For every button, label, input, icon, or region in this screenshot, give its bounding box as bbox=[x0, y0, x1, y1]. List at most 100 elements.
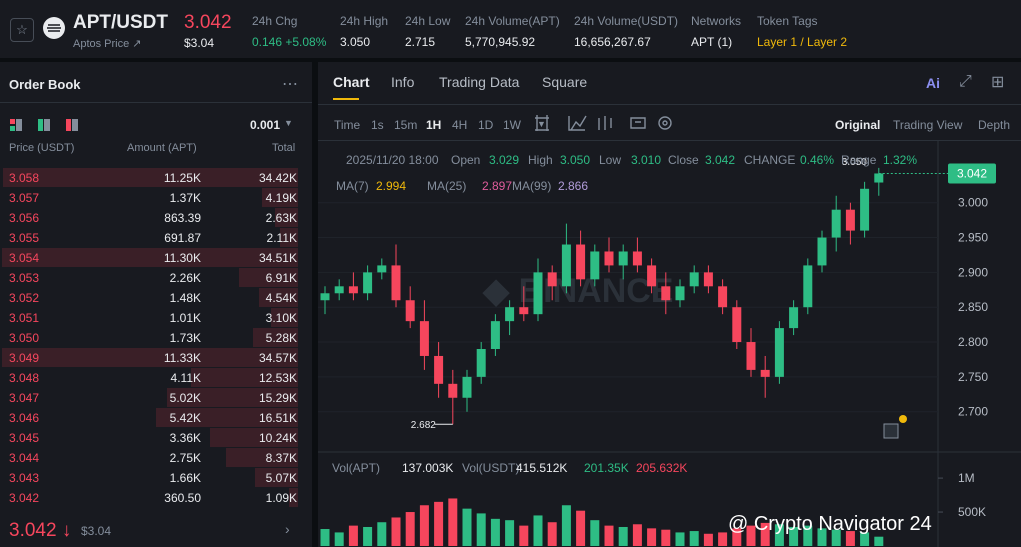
watermark: @ Crypto Navigator 24 bbox=[728, 513, 932, 535]
candle-body bbox=[689, 272, 699, 287]
row-price[interactable]: 3.048 bbox=[9, 371, 40, 385]
tab[interactable]: Square bbox=[542, 74, 588, 90]
row-price[interactable]: 3.050 bbox=[9, 331, 40, 345]
column-header: Amount (APT) bbox=[127, 142, 197, 154]
ohlc-info: CHANGE bbox=[744, 153, 796, 167]
row-price[interactable]: 3.052 bbox=[9, 291, 40, 305]
row-total: 4.19K bbox=[265, 191, 297, 205]
ohlc-info: Low bbox=[599, 153, 622, 167]
ohlc-info: 3.029 bbox=[489, 153, 520, 167]
fullscreen-button[interactable]: ⤢ bbox=[959, 73, 972, 90]
y-tick-label: 2.900 bbox=[958, 265, 988, 279]
tick-size[interactable]: 0.001 bbox=[250, 118, 281, 132]
depth-bar bbox=[288, 488, 298, 507]
ohlc-info: 2025/11/20 18:00 bbox=[346, 153, 439, 167]
order-book-title: Order Book bbox=[9, 77, 81, 92]
interval[interactable]: 1W bbox=[503, 118, 521, 132]
row-price[interactable]: 3.058 bbox=[9, 171, 40, 185]
stat-value: 2.715 bbox=[405, 35, 436, 49]
interval[interactable]: 4H bbox=[452, 118, 468, 132]
expand-arrow[interactable]: › bbox=[285, 521, 290, 537]
depth-bar bbox=[210, 428, 298, 447]
more-button[interactable]: ⋯ bbox=[282, 76, 298, 93]
candlestick-chart: 3.000 2.950 2.900 2.850 2.800 2.750 2.700 1M 500… bbox=[318, 141, 1021, 547]
ohlc-info: Range bbox=[841, 153, 877, 167]
depth-bar bbox=[166, 388, 298, 407]
view-option[interactable]: Depth bbox=[978, 118, 1011, 132]
row-price[interactable]: 3.051 bbox=[9, 311, 40, 325]
column-header: Price (USDT) bbox=[9, 142, 75, 154]
row-price[interactable]: 3.053 bbox=[9, 271, 40, 285]
stat-value[interactable]: APT (1) bbox=[691, 35, 733, 49]
volume-bar bbox=[604, 525, 614, 546]
divider bbox=[318, 140, 1021, 141]
volume-info: 137.003K bbox=[402, 461, 454, 475]
stat-label: 24h Volume(APT) bbox=[465, 14, 560, 28]
candle-body bbox=[576, 244, 586, 280]
volume-tick-label: 500K bbox=[958, 505, 986, 519]
candle-body bbox=[547, 272, 557, 287]
row-price[interactable]: 3.056 bbox=[9, 211, 40, 225]
row-price[interactable]: 3.055 bbox=[9, 231, 40, 245]
tab[interactable]: Info bbox=[391, 74, 415, 90]
candle-body bbox=[590, 251, 600, 280]
y-tick-label: 2.800 bbox=[958, 335, 988, 349]
view-option[interactable]: Original bbox=[835, 118, 881, 132]
candle-body bbox=[789, 307, 799, 329]
candle-body bbox=[803, 265, 813, 308]
row-price[interactable]: 3.047 bbox=[9, 391, 40, 405]
header: ☆ APT/USDT Aptos Price ↗ 3.042 $3.04 24h… bbox=[0, 0, 1021, 58]
volume-bar bbox=[434, 501, 444, 546]
volume-bar bbox=[675, 532, 685, 546]
candle-body bbox=[434, 355, 444, 384]
chart-panel: Ai ⤢ ⊞ 3.000 2.950 2.900 2.850 2.800 2.750 2.7… bbox=[318, 62, 1021, 547]
last-price-label: 3.042 bbox=[957, 166, 987, 180]
row-total: 2.11K bbox=[266, 231, 297, 245]
candle-body bbox=[363, 272, 373, 294]
row-amount: 5.42K bbox=[169, 411, 201, 425]
volume-bar bbox=[419, 505, 429, 546]
row-price[interactable]: 3.042 bbox=[9, 491, 40, 505]
row-amount: 1.66K bbox=[169, 471, 201, 485]
last-price: 3.042 ↓ bbox=[9, 520, 72, 541]
volume-bar bbox=[789, 526, 799, 546]
volume-bar bbox=[860, 532, 870, 546]
layout-button[interactable]: ⊞ bbox=[991, 74, 1005, 91]
interval[interactable]: 15m bbox=[394, 118, 418, 132]
tab[interactable]: Chart bbox=[333, 74, 370, 90]
volume-bar bbox=[746, 525, 756, 546]
last-price-value: 3.042 bbox=[9, 520, 57, 541]
tab[interactable]: Trading Data bbox=[439, 74, 520, 90]
row-amount: 4.11K bbox=[170, 371, 201, 385]
stat-value[interactable]: Layer 1 / Layer 2 bbox=[757, 35, 848, 49]
row-price[interactable]: 3.049 bbox=[9, 351, 40, 365]
ma-info: MA(99) bbox=[512, 179, 552, 193]
depth-bar bbox=[156, 408, 298, 427]
row-price[interactable]: 3.043 bbox=[9, 471, 40, 485]
view-toggles[interactable] bbox=[10, 119, 80, 131]
candle-body bbox=[604, 251, 614, 266]
interval[interactable]: 1D bbox=[478, 118, 494, 132]
ma-info: 2.994 bbox=[376, 179, 407, 193]
row-total: 3.10K bbox=[265, 311, 297, 325]
tick-dropdown[interactable]: ▼ bbox=[284, 118, 293, 128]
stat-value: 3.050 bbox=[340, 35, 371, 49]
tool-icons[interactable] bbox=[535, 114, 705, 132]
interval[interactable]: 1s bbox=[371, 118, 384, 132]
view-option[interactable]: Trading View bbox=[893, 118, 963, 132]
interval-dropdown[interactable]: ▼ bbox=[537, 119, 546, 129]
token-name[interactable]: Aptos Price ↗ bbox=[73, 38, 142, 50]
row-price[interactable]: 3.045 bbox=[9, 431, 40, 445]
candle-body bbox=[831, 209, 841, 238]
interval[interactable]: 1H bbox=[426, 118, 442, 132]
row-price[interactable]: 3.054 bbox=[9, 251, 40, 265]
ai-button[interactable]: Ai bbox=[926, 75, 940, 91]
notification-dot bbox=[899, 415, 907, 423]
row-total: 6.91K bbox=[265, 271, 297, 285]
row-price[interactable]: 3.044 bbox=[9, 451, 40, 465]
depth-bar bbox=[254, 468, 298, 487]
row-price[interactable]: 3.046 bbox=[9, 411, 40, 425]
favorite-button[interactable]: ☆ bbox=[10, 18, 34, 42]
volume-bar bbox=[363, 526, 373, 546]
row-price[interactable]: 3.057 bbox=[9, 191, 40, 205]
